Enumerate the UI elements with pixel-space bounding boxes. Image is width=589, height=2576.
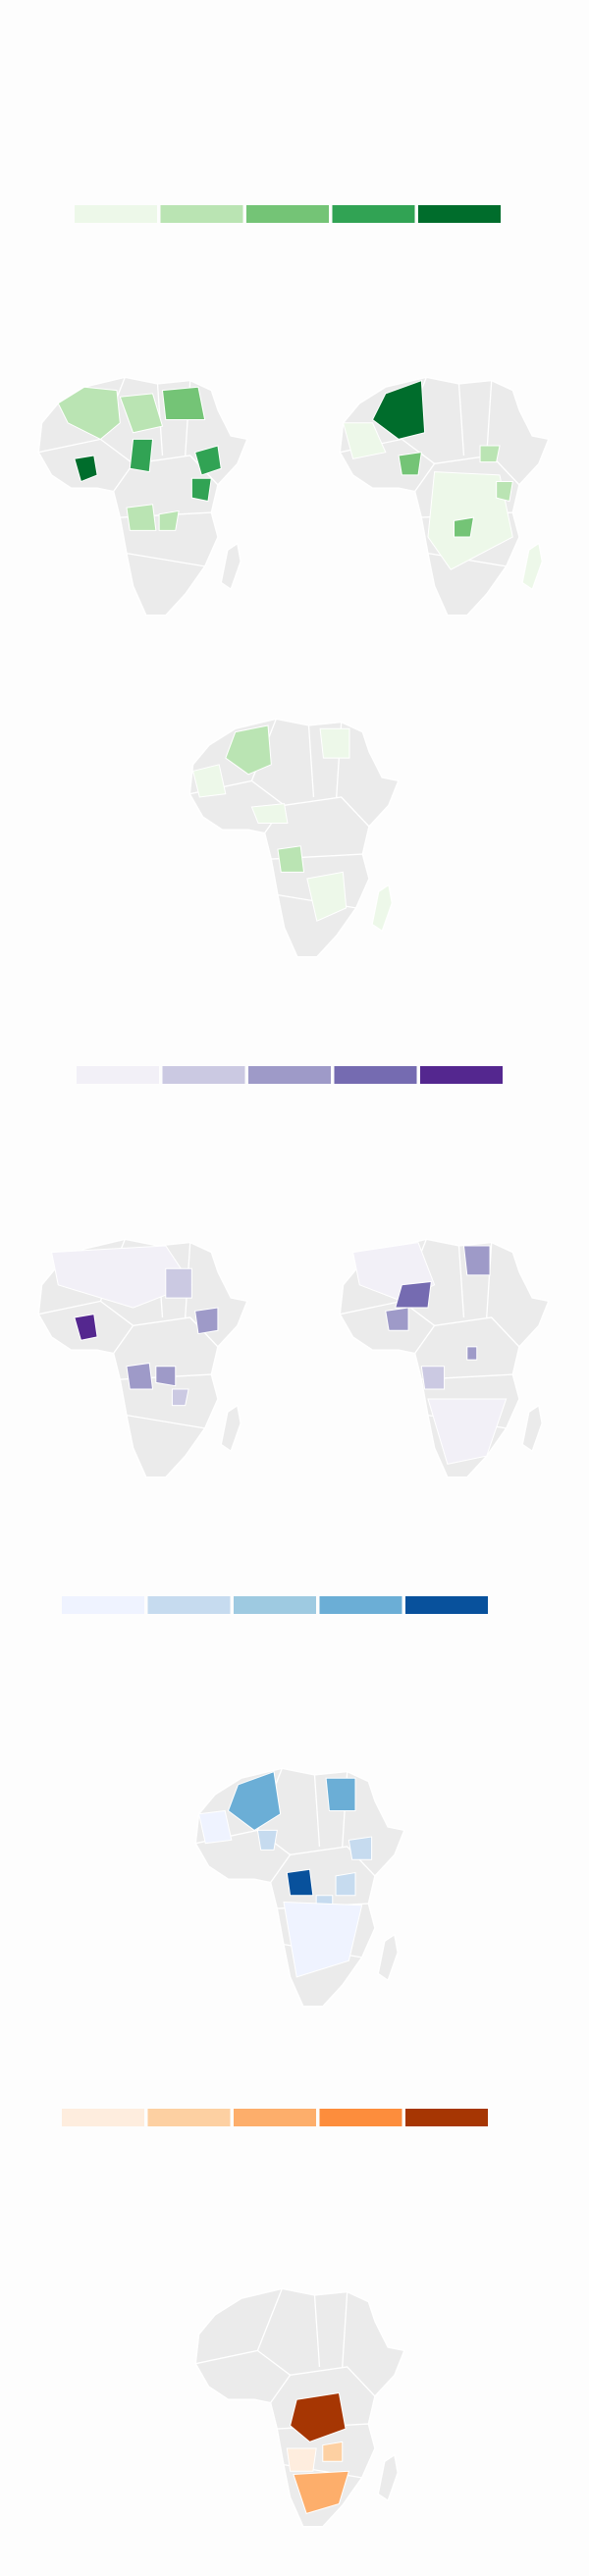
legend [62,1596,488,1614]
region [395,1280,432,1309]
region [371,884,393,932]
map [188,718,400,958]
region [155,1366,177,1387]
region [342,422,387,459]
region [227,1770,282,1832]
legend-swatch [248,1066,331,1084]
region [225,724,272,776]
region [454,516,475,538]
legend [75,205,501,223]
region [57,386,121,440]
region [479,445,501,463]
legend-swatch [319,2109,402,2126]
legend-swatch [75,205,157,223]
region [290,2391,347,2442]
region [462,1245,491,1276]
legend-swatch [234,1596,316,1614]
legend-swatch [405,2109,488,2126]
region [126,1362,154,1390]
region [286,1868,314,1897]
map [194,1767,405,2008]
region [126,504,157,531]
region [348,1836,373,1860]
legend-swatch [234,2109,316,2126]
legend-swatch [147,2109,231,2126]
region [496,481,513,503]
region [194,1307,219,1335]
region [171,1388,189,1407]
legend-swatch [160,205,243,223]
legend-swatch [147,1596,231,1614]
region [521,542,543,590]
region [161,386,206,420]
region [50,1245,193,1309]
legend-swatch [332,205,415,223]
region [306,871,348,922]
region [194,445,222,476]
map [194,2287,405,2528]
region [325,1777,356,1811]
region [190,477,212,503]
region [192,764,227,798]
map [339,376,550,617]
region [74,1314,98,1341]
region [250,803,289,825]
region [335,1871,356,1897]
legend-swatch [77,1066,159,1084]
region [158,510,180,531]
region [371,379,426,440]
region [283,1901,363,1978]
region [198,1809,233,1845]
region [129,438,154,473]
region [286,2447,317,2472]
region [256,1829,278,1851]
legend [62,2109,488,2126]
region [293,2470,350,2515]
region [277,845,305,873]
region [319,727,350,759]
region [322,2441,344,2462]
map [339,1238,550,1478]
legend-swatch [418,205,501,223]
legend-swatch [405,1596,488,1614]
map [37,376,248,617]
legend-swatch [162,1066,245,1084]
region [398,452,422,476]
legend [77,1066,503,1084]
legend-swatch [246,205,329,223]
region [466,1346,478,1361]
region [119,393,164,434]
region [165,1267,192,1299]
map [37,1238,248,1478]
legend-swatch [334,1066,417,1084]
region [385,1307,409,1331]
legend-swatch [62,2109,144,2126]
legend-swatch [62,1596,144,1614]
region [427,1398,508,1465]
region [420,1366,446,1390]
legend-swatch [319,1596,402,1614]
legend-swatch [420,1066,503,1084]
region [74,455,98,483]
